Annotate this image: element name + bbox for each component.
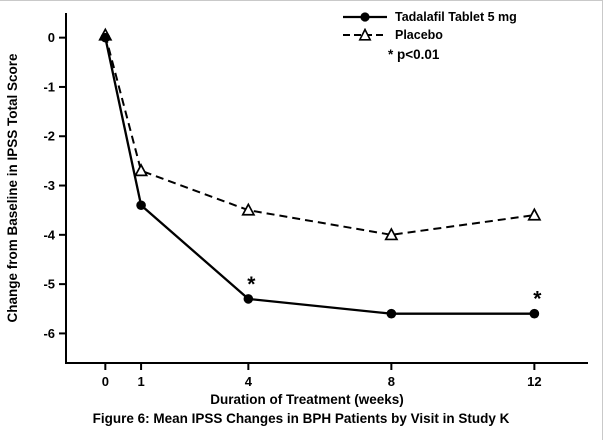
svg-text:Change from Baseline in IPSS T: Change from Baseline in IPSS Total Score [5,53,20,323]
significance-note: * p<0.01 [388,47,440,62]
svg-text:*: * [533,288,542,311]
svg-text:4: 4 [245,374,253,389]
svg-text:1: 1 [137,374,144,389]
svg-text:0: 0 [48,30,55,45]
solid-line-filled-circle-icon [343,12,387,22]
svg-text:8: 8 [388,374,395,389]
svg-text:-2: -2 [43,129,55,144]
figure-caption: Figure 6: Mean IPSS Changes in BPH Patie… [92,411,510,426]
svg-text:Duration of Treatment (weeks): Duration of Treatment (weeks) [210,392,404,407]
svg-text:0: 0 [102,374,109,389]
legend-item-tadalafil: Tadalafil Tablet 5 mg [342,8,517,26]
svg-text:-4: -4 [43,227,55,242]
ipss-line-chart: 0 -1 -2 -3 -4 -5 -6 0 1 4 8 12 Duration of Treatment… [5,13,588,407]
svg-text:-3: -3 [43,178,55,193]
svg-text:-5: -5 [43,277,55,292]
chart-legend: Tadalafil Tablet 5 mg Placebo [342,8,517,44]
svg-text:*: * [247,273,256,296]
legend-item-placebo: Placebo [342,26,517,44]
legend-label-placebo: Placebo [395,28,443,42]
svg-text:-6: -6 [43,326,55,341]
svg-text:12: 12 [527,374,541,389]
svg-text:-1: -1 [43,79,55,94]
legend-label-tadalafil: Tadalafil Tablet 5 mg [395,10,517,24]
dashed-line-open-triangle-icon [343,28,387,41]
